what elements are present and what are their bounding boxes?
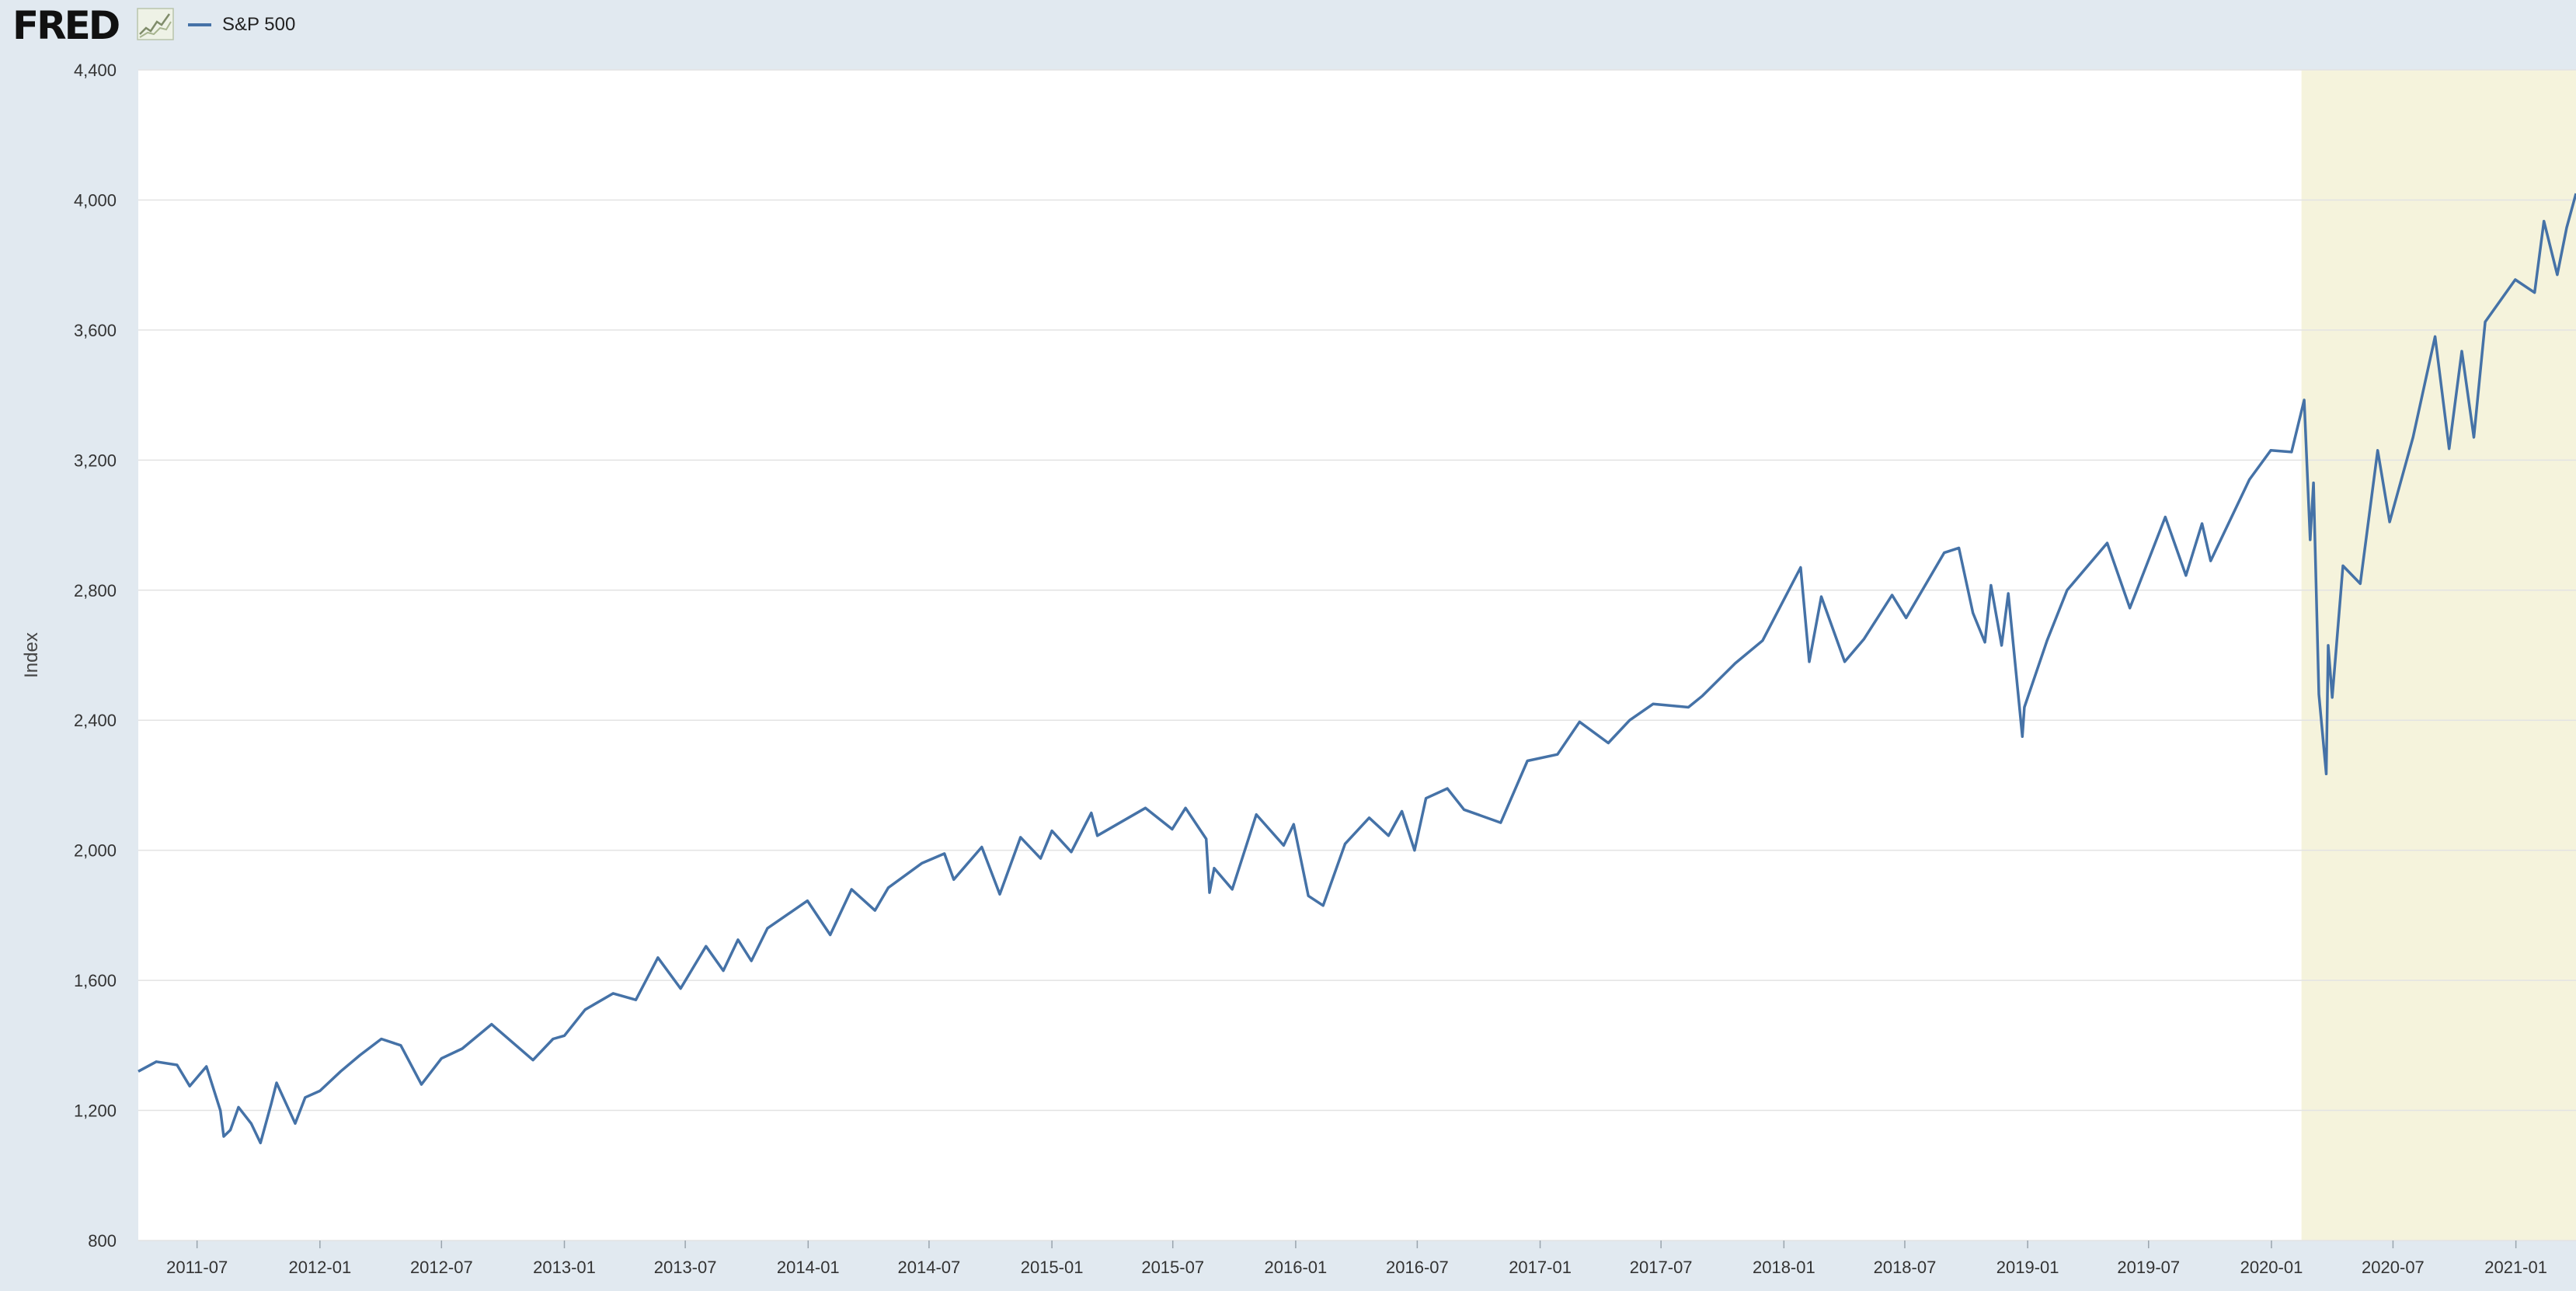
y-tick-label: 4,400	[74, 61, 117, 80]
y-axis-title: Index	[21, 632, 42, 678]
y-tick-label: 3,200	[74, 451, 117, 470]
y-tick-label: 4,000	[74, 190, 117, 210]
x-tick-label: 2015-07	[1141, 1258, 1204, 1277]
x-tick-label: 2020-07	[2362, 1258, 2425, 1277]
x-tick-label: 2014-07	[898, 1258, 961, 1277]
x-tick-label: 2017-01	[1509, 1258, 1572, 1277]
legend-series-label: S&P 500	[222, 14, 296, 35]
x-tick-label: 2012-01	[288, 1258, 351, 1277]
x-tick-label: 2018-01	[1753, 1258, 1815, 1277]
fred-logo[interactable]: FRED	[12, 3, 120, 48]
y-tick-label: 2,800	[74, 581, 117, 600]
y-tick-label: 1,600	[74, 971, 117, 990]
y-axis-ticks: 800 1,200 1,600 2,000 2,400 2,800 3,200 3,600 4,…	[74, 61, 117, 1251]
y-tick-label: 2,000	[74, 841, 117, 861]
legend-swatch	[188, 23, 211, 26]
y-tick-label: 800	[88, 1231, 117, 1251]
y-tick-label: 3,600	[74, 321, 117, 340]
chart-legend: S&P 500	[188, 11, 295, 39]
x-tick-label: 2021-01	[2484, 1258, 2547, 1277]
recession-shading	[2301, 70, 2576, 1241]
chart-header: FRED S&P 500	[0, 0, 2576, 51]
x-tick-label: 2017-07	[1630, 1258, 1693, 1277]
x-tick-label: 2019-07	[2117, 1258, 2180, 1277]
series-line-sp500[interactable]	[138, 193, 2576, 1145]
x-tick-label: 2016-07	[1386, 1258, 1449, 1277]
y-tick-label: 2,400	[74, 711, 117, 730]
x-tick-label: 2013-07	[654, 1258, 717, 1277]
plot-background	[138, 70, 2576, 1241]
x-tick-label: 2011-07	[166, 1258, 228, 1277]
x-tick-label: 2018-07	[1874, 1258, 1937, 1277]
x-axis-ticks: 2011-07 2012-01 2012-07 2013-01 2013-07 2014-…	[166, 1241, 2547, 1277]
x-tick-label: 2012-07	[410, 1258, 473, 1277]
x-tick-label: 2013-01	[533, 1258, 596, 1277]
fred-line-graph-icon[interactable]	[137, 8, 174, 40]
y-tick-label: 1,200	[74, 1101, 117, 1121]
x-tick-label: 2014-01	[777, 1258, 840, 1277]
x-tick-label: 2020-01	[2240, 1258, 2303, 1277]
grid-lines	[138, 69, 2576, 1241]
x-tick-label: 2016-01	[1265, 1258, 1328, 1277]
x-tick-label: 2015-01	[1021, 1258, 1084, 1277]
x-tick-label: 2019-01	[1996, 1258, 2059, 1277]
